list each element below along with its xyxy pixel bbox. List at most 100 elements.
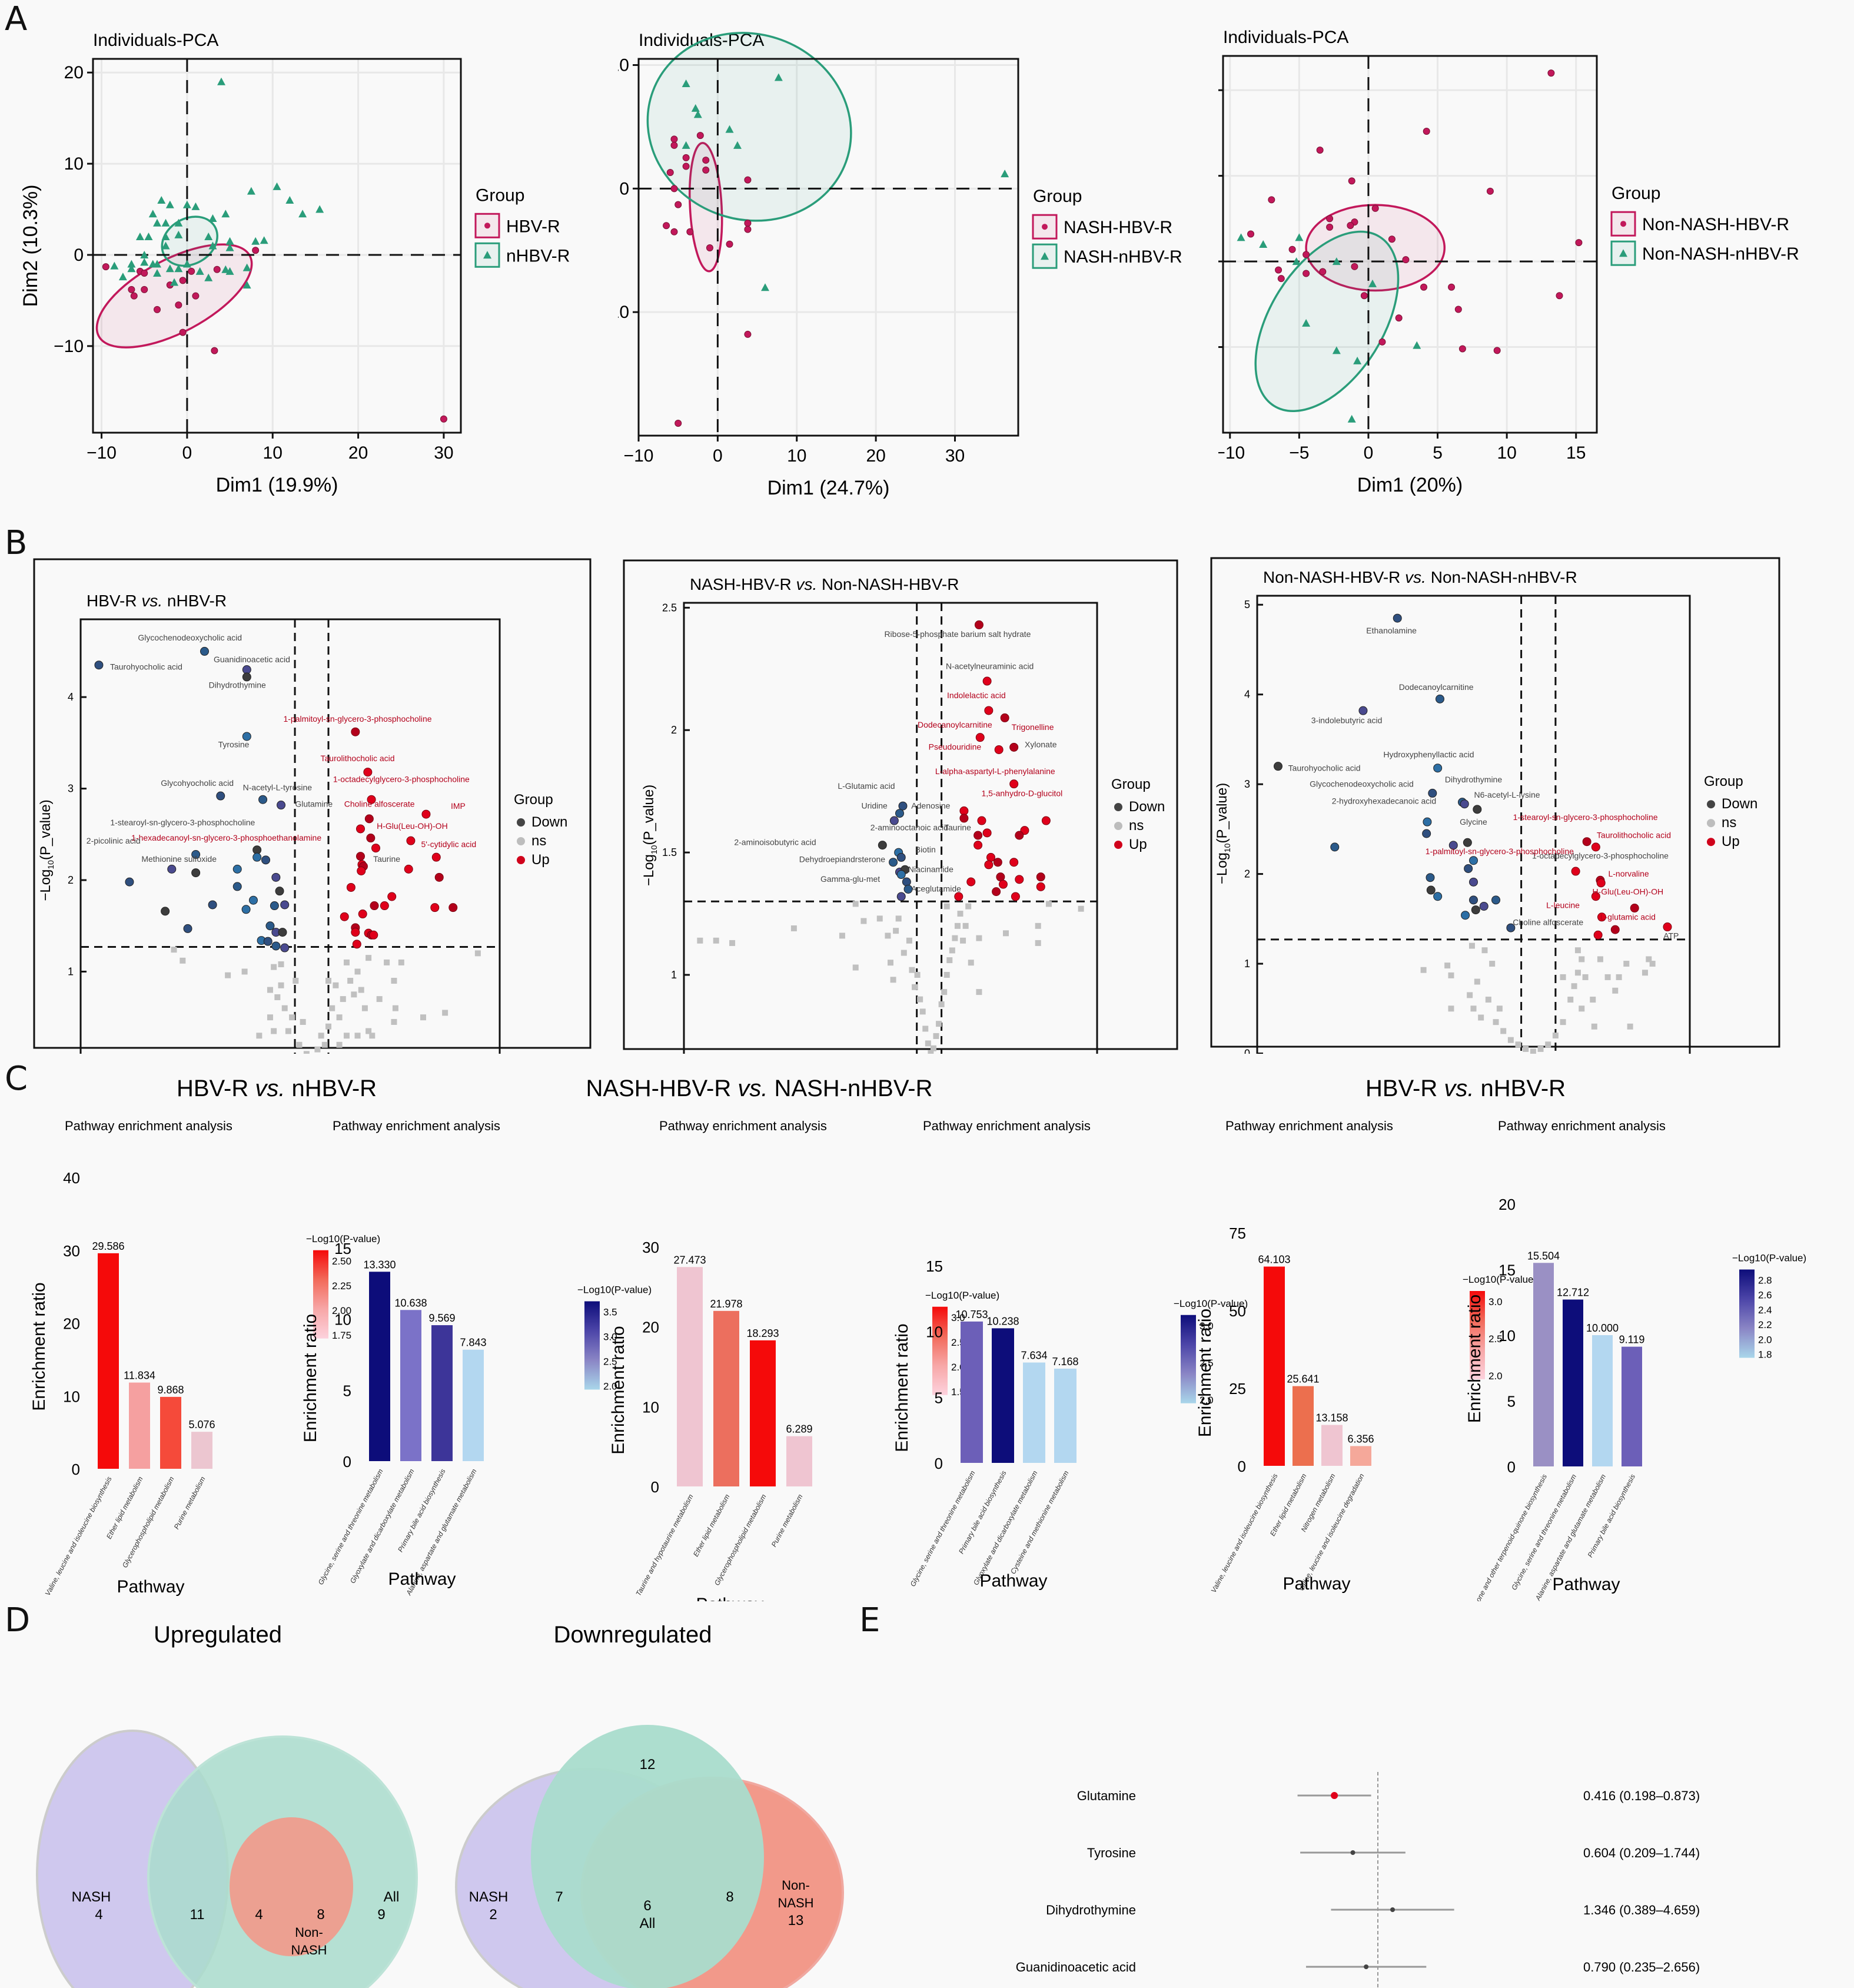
data-point-up — [358, 910, 367, 919]
colorbar — [932, 1306, 948, 1395]
point-label: Glycochenodeoxycholic acid — [138, 633, 242, 642]
data-point-ns — [1597, 956, 1603, 963]
colorbar — [1181, 1315, 1196, 1403]
data-point-ns — [1478, 1014, 1484, 1021]
forest-row-label: Dihydrothymine — [1046, 1903, 1136, 1917]
point-label: Taurine — [944, 823, 971, 832]
data-point-up — [1582, 837, 1591, 847]
data-point-ns — [343, 959, 350, 965]
data-point-triangle — [733, 141, 742, 149]
chart-subtitle: Pathway enrichment analysis — [65, 1119, 232, 1133]
y-tick-label: 0 — [1507, 1458, 1516, 1476]
x-axis-label: Dim1 (20%) — [1357, 474, 1463, 496]
data-point-ns — [321, 1041, 328, 1048]
colorbar-tick-label: 2.0 — [603, 1381, 617, 1392]
point-label: 2-hydroxyhexadecanoic acid — [1332, 796, 1436, 806]
colorbar-tick-label: 2.25 — [332, 1280, 351, 1292]
data-point-ns — [391, 1018, 397, 1025]
data-point-down — [277, 801, 286, 810]
venn-count: 11 — [190, 1907, 205, 1923]
plot-frame — [1256, 595, 1691, 1054]
data-point-ns — [1515, 1041, 1521, 1048]
bar-value-label: 10.000 — [1586, 1322, 1619, 1334]
data-point-down — [167, 864, 177, 874]
data-point-triangle — [761, 283, 769, 291]
data-point-down — [1461, 911, 1470, 920]
data-point-down — [1393, 613, 1402, 623]
data-point-down — [265, 921, 275, 931]
data-point-ns — [1646, 956, 1652, 963]
data-point-down — [200, 646, 210, 656]
data-point-triangle — [1332, 346, 1341, 354]
y-tick-label: 50 — [1229, 1302, 1246, 1320]
data-point-triangle — [242, 263, 251, 271]
data-point-ns — [225, 972, 231, 978]
data-point-up — [992, 887, 1001, 897]
data-point-ns — [1616, 974, 1622, 980]
data-point-circle — [1378, 338, 1386, 346]
point-label: Biotin — [915, 845, 936, 854]
y-tick-label: −10 — [618, 303, 629, 322]
data-point-ns — [442, 1010, 448, 1016]
legend-marker-circle — [1042, 224, 1048, 230]
data-point-ns — [962, 922, 969, 929]
y-tick-label: 20 — [1499, 1196, 1516, 1213]
comparison-title: NASH-HBV-R vs. NASH-nHBV-R — [586, 1076, 933, 1101]
data-point-circle — [675, 201, 682, 208]
data-point-ns — [340, 996, 346, 1003]
colorbar-tick-label: 3.0 — [603, 1332, 617, 1343]
data-point-triangle — [195, 267, 204, 275]
bar — [1563, 1299, 1583, 1466]
x-axis-label: Dim1 (24.7%) — [767, 477, 890, 499]
plot-frame — [92, 58, 462, 434]
data-point-ns — [358, 987, 364, 993]
bar-value-label: 5.076 — [188, 1419, 215, 1431]
data-point-triangle — [208, 214, 217, 223]
legend-title: Group — [1612, 184, 1660, 203]
data-point-ns — [369, 1033, 376, 1039]
data-point-down — [191, 868, 201, 878]
point-label: Guanidinoacetic acid — [214, 655, 290, 664]
data-point-circle — [706, 244, 713, 252]
colorbar-tick-label: 1.75 — [332, 1330, 351, 1341]
x-axis-label: Pathway — [388, 1569, 456, 1589]
data-point-circle — [744, 220, 752, 227]
point-label: Pseudouridine — [929, 742, 982, 751]
data-point-ns — [925, 1040, 931, 1047]
point-label: Glycochenodeoxycholic acid — [1310, 779, 1414, 789]
point-label: H-Glu(Leu-OH)-OH — [1593, 887, 1664, 897]
bar — [1321, 1425, 1343, 1466]
legend-marker-circle — [484, 223, 490, 229]
legend-marker-circle — [1620, 221, 1626, 227]
data-point-triangle — [153, 218, 162, 227]
data-point-down — [183, 924, 192, 933]
data-point-triangle — [174, 218, 183, 227]
data-point-circle — [1458, 345, 1466, 353]
data-point-down — [94, 661, 104, 670]
data-point-triangle — [1413, 341, 1421, 349]
bar — [1350, 1446, 1371, 1466]
point-label: 1-octadecylglycero-3-phosphocholine — [333, 775, 470, 784]
venn-count: 8 — [317, 1907, 324, 1923]
panel-label-e: E — [859, 1601, 881, 1639]
y-tick-label: 20 — [63, 1315, 80, 1333]
volcano-plot-non-nash: Non-NASH-HBV-R vs. Non-NASH-nHBV-R Ethano… — [1210, 557, 1780, 1054]
y-tick-label: 10 — [618, 55, 629, 75]
bar — [1293, 1386, 1314, 1466]
data-point-up — [1610, 925, 1620, 934]
y-tick-label: 0 — [619, 179, 629, 198]
data-point-ns — [930, 1045, 936, 1051]
data-point-up — [340, 912, 349, 921]
x-axis-label: Pathway — [979, 1571, 1047, 1591]
data-point-ns — [293, 978, 299, 984]
data-point-circle — [1423, 128, 1430, 135]
category-label: Cysteine and methionine metabolism — [1009, 1469, 1071, 1575]
panel-frame — [1210, 557, 1780, 1048]
data-point-circle — [213, 265, 221, 273]
data-point-triangle — [315, 205, 324, 213]
point-label: Uridine — [861, 801, 888, 810]
y-tick-label: 1.5 — [662, 847, 677, 858]
data-point-down — [889, 816, 899, 825]
volcano-plot-nash: NASH-HBV-R vs. Non-NASH-HBV-R Ribose-5-ph… — [623, 559, 1178, 1054]
data-point-up — [357, 866, 366, 875]
